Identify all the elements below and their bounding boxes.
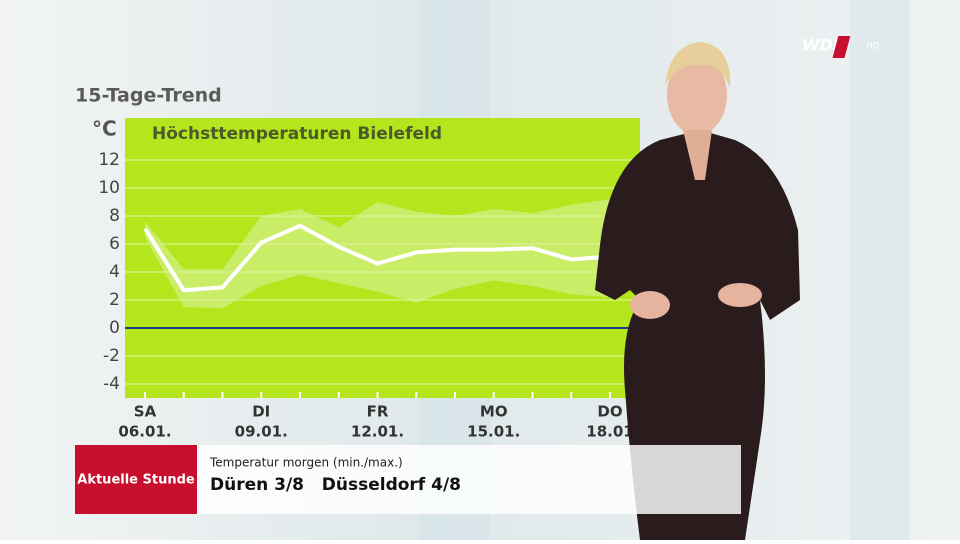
x-weekday-label: SA: [134, 403, 157, 421]
y-tick-label: 10: [98, 178, 120, 198]
presenter-body: [595, 130, 800, 540]
x-weekday-label: MO: [480, 403, 508, 421]
ticker-brand-box: [75, 445, 197, 514]
presenter-neck: [683, 130, 712, 180]
y-tick-label: -2: [103, 346, 120, 366]
x-tick-label: 12.01.: [351, 423, 404, 441]
ticker-box: [197, 445, 741, 514]
range-band: [145, 199, 610, 309]
x-weekday-label: DI: [252, 403, 270, 421]
header-title: 15-Tage-Trend: [75, 85, 222, 107]
y-tick-label: 12: [98, 150, 120, 170]
presenter-hand: [630, 291, 670, 319]
x-tick-label: 18.01: [586, 423, 633, 441]
x-tick-label: 09.01.: [235, 423, 288, 441]
ticker-subtitle: Temperatur morgen (min./max.): [209, 456, 403, 470]
trend-line: [143, 223, 611, 293]
y-tick-label: 0: [109, 318, 120, 338]
presenter-hand: [718, 283, 762, 307]
studio-panel: [850, 0, 910, 540]
x-tick-label: 06.01.: [118, 423, 171, 441]
y-tick-label: 8: [109, 206, 120, 226]
channel-logo: WDR: [802, 36, 845, 55]
y-tick-label: -4: [103, 374, 120, 394]
y-tick-label: 4: [109, 262, 120, 282]
ticker-text: Düren 3/8 Düsseldorf 4/8: [210, 475, 461, 495]
x-weekday-label: FR: [367, 403, 389, 421]
chart-title: Höchsttemperaturen Bielefeld: [152, 124, 442, 144]
ticker-brand: Aktuelle Stunde: [77, 473, 195, 488]
presenter-face: [667, 55, 727, 135]
y-tick-label: 2: [109, 290, 120, 310]
presenter: [595, 42, 800, 540]
chart: Höchsttemperaturen Bielefeld -4 -2 0 2 4 6 8 10 1…: [98, 118, 640, 441]
x-weekday-label: DO: [597, 403, 622, 421]
logo-mark: [832, 36, 851, 58]
x-tick-label: 15.01.: [467, 423, 520, 441]
channel-hd: HD: [866, 42, 880, 52]
y-tick-label: 6: [109, 234, 120, 254]
presenter-hair: [665, 42, 731, 88]
y-axis-label: °C: [92, 117, 117, 141]
